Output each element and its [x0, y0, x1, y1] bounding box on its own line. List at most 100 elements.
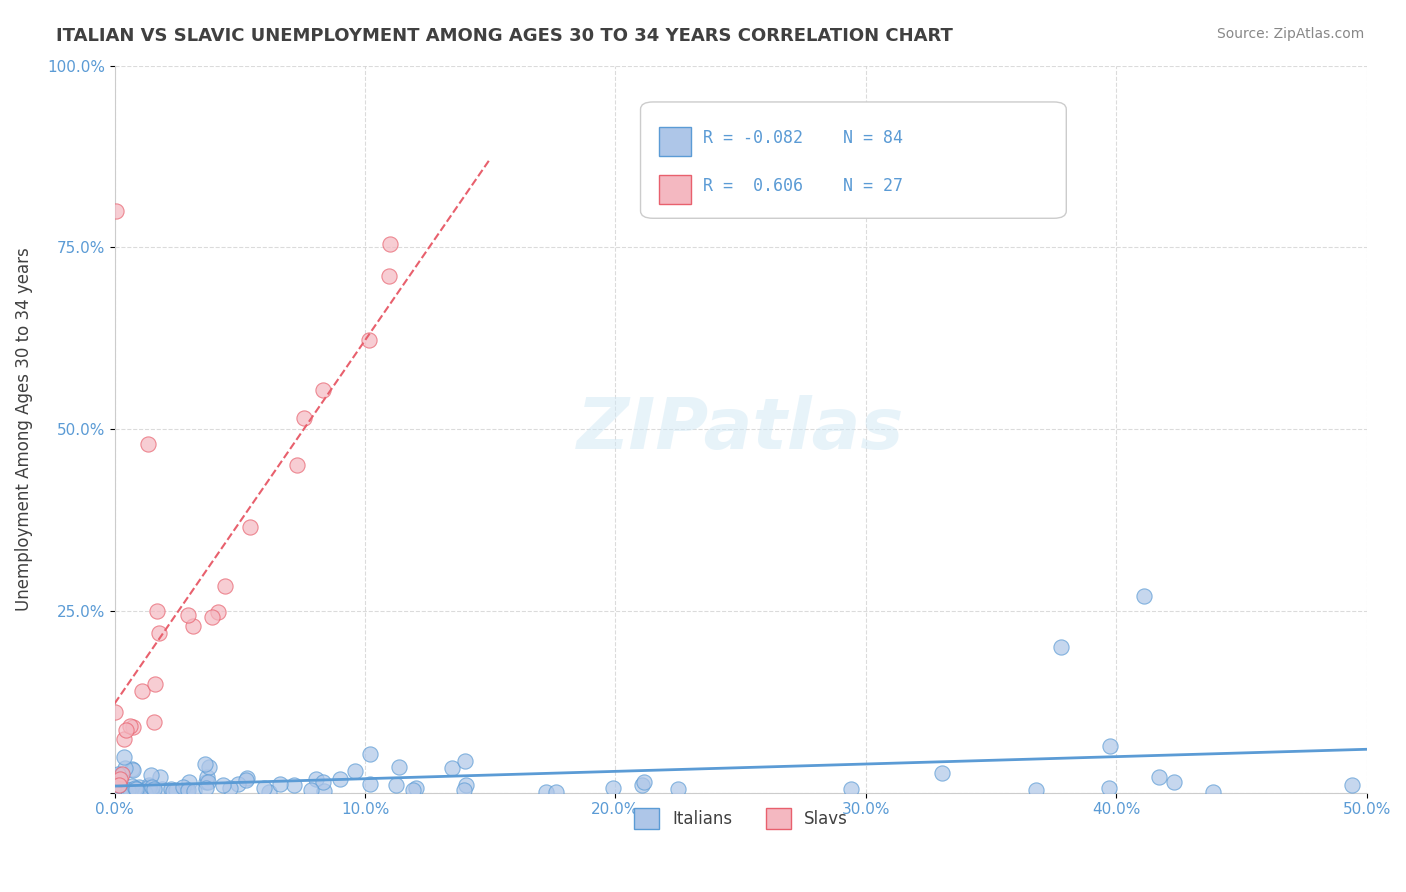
Point	[112, 731, 135, 746]
Point	[312, 784, 335, 798]
Point	[149, 770, 172, 784]
Text: R =  0.606    N = 27: R = 0.606 N = 27	[703, 177, 903, 194]
Text: ITALIAN VS SLAVIC UNEMPLOYMENT AMONG AGES 30 TO 34 YEARS CORRELATION CHART: ITALIAN VS SLAVIC UNEMPLOYMENT AMONG AGE…	[56, 27, 953, 45]
Point	[148, 625, 170, 640]
Point	[107, 767, 129, 781]
Point	[114, 723, 136, 738]
Point	[108, 778, 131, 792]
Point	[143, 781, 166, 796]
Point	[1098, 780, 1121, 795]
Point	[108, 772, 131, 786]
Point	[1201, 784, 1223, 798]
Point	[110, 768, 132, 782]
Point	[359, 777, 381, 791]
Point	[359, 333, 381, 347]
Point	[546, 785, 568, 799]
Point	[405, 781, 427, 796]
Point	[1133, 590, 1156, 604]
Point	[150, 781, 173, 796]
Point	[285, 458, 308, 472]
Point	[160, 781, 183, 796]
Point	[534, 785, 557, 799]
Point	[128, 780, 150, 794]
Point	[380, 236, 402, 251]
Point	[165, 782, 187, 797]
Point	[121, 762, 143, 776]
Point	[226, 777, 249, 791]
Point	[194, 780, 217, 795]
Point	[142, 714, 165, 729]
Point	[146, 604, 169, 618]
Point	[121, 779, 143, 793]
Point	[1099, 739, 1122, 754]
Point	[633, 774, 655, 789]
Point	[1147, 770, 1170, 784]
Point	[329, 772, 352, 787]
Point	[666, 782, 689, 797]
Point	[114, 761, 136, 775]
Point	[110, 784, 132, 798]
Point	[136, 436, 159, 450]
Point	[120, 719, 142, 733]
Point	[602, 781, 624, 796]
Point	[214, 578, 236, 592]
Point	[179, 774, 201, 789]
Point	[176, 783, 198, 797]
Point	[193, 756, 215, 771]
Point	[201, 610, 224, 624]
Text: ZIPatlas: ZIPatlas	[576, 394, 904, 464]
Point	[124, 781, 146, 796]
Point	[125, 781, 148, 796]
Point	[378, 268, 401, 283]
Point	[162, 784, 184, 798]
Y-axis label: Unemployment Among Ages 30 to 34 years: Unemployment Among Ages 30 to 34 years	[15, 247, 32, 611]
Point	[257, 785, 280, 799]
Point	[172, 780, 194, 794]
Text: Source: ZipAtlas.com: Source: ZipAtlas.com	[1216, 27, 1364, 41]
Legend: Italians, Slavs: Italians, Slavs	[627, 802, 855, 835]
Point	[131, 683, 153, 698]
Point	[108, 767, 131, 781]
Point	[344, 764, 367, 779]
Point	[177, 783, 200, 797]
Point	[177, 607, 200, 622]
Point	[305, 772, 328, 786]
Point	[401, 783, 423, 797]
Point	[138, 780, 160, 794]
Point	[105, 770, 128, 784]
Point	[143, 676, 166, 690]
Point	[197, 774, 219, 789]
Point	[453, 755, 475, 769]
Point	[631, 778, 654, 792]
Point	[183, 619, 205, 633]
Point	[312, 774, 335, 789]
Point	[138, 778, 160, 792]
Point	[124, 785, 146, 799]
Point	[134, 786, 156, 800]
Point	[388, 759, 411, 773]
Point	[195, 770, 218, 784]
Point	[139, 785, 162, 799]
Point	[441, 761, 464, 775]
Point	[235, 772, 257, 786]
Point	[283, 778, 305, 792]
Point	[198, 760, 221, 774]
Point	[1050, 640, 1073, 655]
Point	[453, 782, 475, 797]
Bar	[659, 128, 690, 156]
Point	[312, 384, 335, 398]
Point	[269, 777, 291, 791]
Point	[108, 778, 131, 792]
Point	[301, 783, 323, 797]
Point	[1341, 778, 1364, 792]
Point	[195, 774, 218, 789]
Point	[112, 749, 135, 764]
Point	[454, 778, 477, 792]
Point	[125, 782, 148, 797]
Point	[118, 782, 141, 797]
Point	[139, 767, 162, 781]
Point	[105, 204, 128, 219]
Point	[219, 781, 242, 796]
Point	[359, 747, 381, 761]
Point	[104, 706, 127, 720]
